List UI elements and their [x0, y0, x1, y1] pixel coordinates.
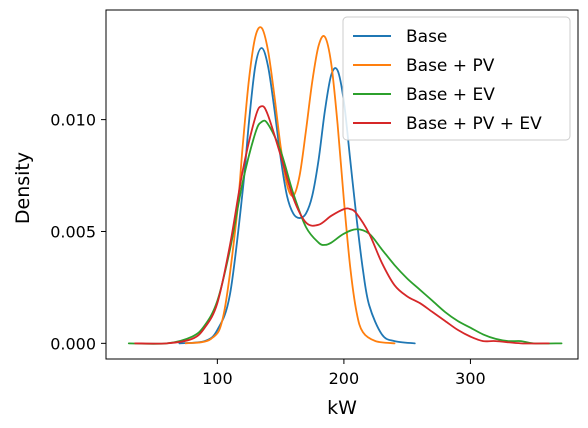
x-tick-label: 200	[329, 369, 360, 388]
x-axis-ticks: 100 200 300	[202, 359, 486, 388]
series-layer	[127, 26, 563, 345]
legend-label-1: Base	[406, 27, 447, 47]
plot-frame	[105, 9, 579, 360]
y-tick-label: 0.005	[50, 222, 96, 241]
y-axis-label: Density	[12, 152, 34, 224]
y-tick-label: 0.000	[50, 334, 96, 353]
series-line-4	[134, 105, 550, 345]
legend-label-4: Base + PV + EV	[406, 114, 542, 134]
x-tick-label: 100	[202, 369, 233, 388]
y-axis-ticks: 0.000 0.005 0.010	[50, 111, 106, 353]
series-line-2	[184, 26, 396, 345]
legend: Base Base + PV Base + EV Base + PV + EV	[342, 16, 571, 141]
x-axis-label: kW	[327, 397, 357, 419]
series-line-3	[127, 119, 563, 345]
x-tick-label: 300	[455, 369, 486, 388]
legend-frame	[342, 16, 571, 141]
y-tick-label: 0.010	[50, 111, 96, 130]
legend-label-3: Base + EV	[406, 85, 495, 105]
legend-label-2: Base + PV	[406, 56, 495, 76]
